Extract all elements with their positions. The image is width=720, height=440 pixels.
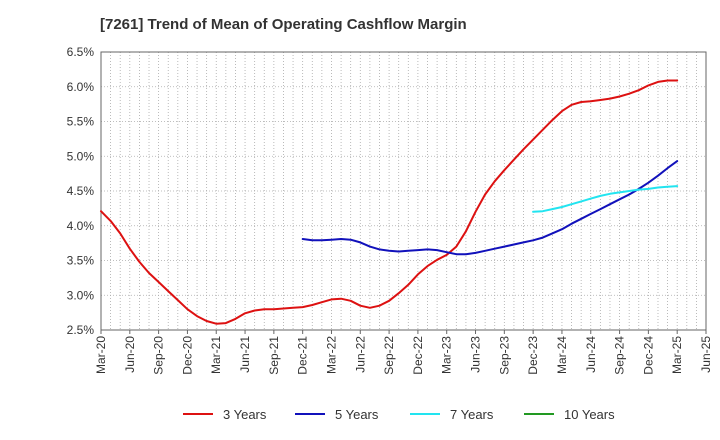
x-tick-label: Mar-20 — [94, 336, 108, 374]
series-lines — [100, 79, 679, 325]
series-line-5-years — [301, 160, 679, 256]
x-tick-label: Jun-22 — [353, 336, 367, 373]
x-tick-label: Jun-23 — [469, 336, 483, 373]
x-tick-label: Mar-21 — [209, 336, 223, 374]
x-tick-label: Sep-23 — [497, 336, 511, 375]
plot-frame — [100, 51, 707, 331]
x-tick-label: Dec-24 — [641, 336, 655, 375]
y-tick-label: 6.0% — [67, 80, 95, 94]
x-tick-label: Jun-25 — [699, 336, 713, 373]
legend-label: 5 Years — [335, 407, 379, 422]
x-tick-label: Sep-22 — [382, 336, 396, 375]
y-tick-label: 2.5% — [67, 323, 95, 337]
y-tick-label: 4.0% — [67, 219, 95, 233]
series-line-3-years — [100, 79, 679, 325]
x-tick-label: Dec-22 — [411, 336, 425, 375]
x-axis-ticks: Mar-20 Jun-20 Sep-20 Dec-20 Mar-21 Jun-21 Sep-… — [94, 330, 713, 375]
y-tick-label: 5.0% — [67, 149, 95, 163]
x-tick-label: Dec-20 — [180, 336, 194, 375]
legend: 3 Years 5 Years 7 Years 10 Years — [183, 407, 615, 422]
y-axis-ticks: 2.5% 3.0% 3.5% 4.0% 4.5% 5.0% 5.5% 6.0% 6.5% — [67, 45, 95, 337]
series-line-7-years — [532, 185, 679, 213]
x-tick-label: Dec-23 — [526, 336, 540, 375]
x-tick-label: Jun-21 — [238, 336, 252, 373]
x-tick-label: Dec-21 — [296, 336, 310, 375]
x-tick-label: Sep-20 — [152, 336, 166, 375]
legend-label: 7 Years — [450, 407, 494, 422]
legend-label: 3 Years — [223, 407, 267, 422]
x-tick-label: Mar-25 — [670, 336, 684, 374]
y-tick-label: 5.5% — [67, 115, 95, 129]
x-tick-label: Sep-21 — [267, 336, 281, 375]
y-tick-label: 6.5% — [67, 45, 95, 59]
legend-label: 10 Years — [564, 407, 615, 422]
x-tick-label: Mar-22 — [324, 336, 338, 374]
x-tick-label: Mar-23 — [440, 336, 454, 374]
y-tick-label: 3.5% — [67, 254, 95, 268]
y-tick-label: 3.0% — [67, 288, 95, 302]
x-tick-label: Jun-24 — [584, 336, 598, 373]
chart-title: [7261] Trend of Mean of Operating Cashfl… — [100, 16, 467, 33]
x-tick-label: Sep-24 — [613, 336, 627, 375]
x-tick-label: Mar-24 — [555, 336, 569, 374]
y-tick-label: 4.5% — [67, 184, 95, 198]
x-tick-label: Jun-20 — [123, 336, 137, 373]
